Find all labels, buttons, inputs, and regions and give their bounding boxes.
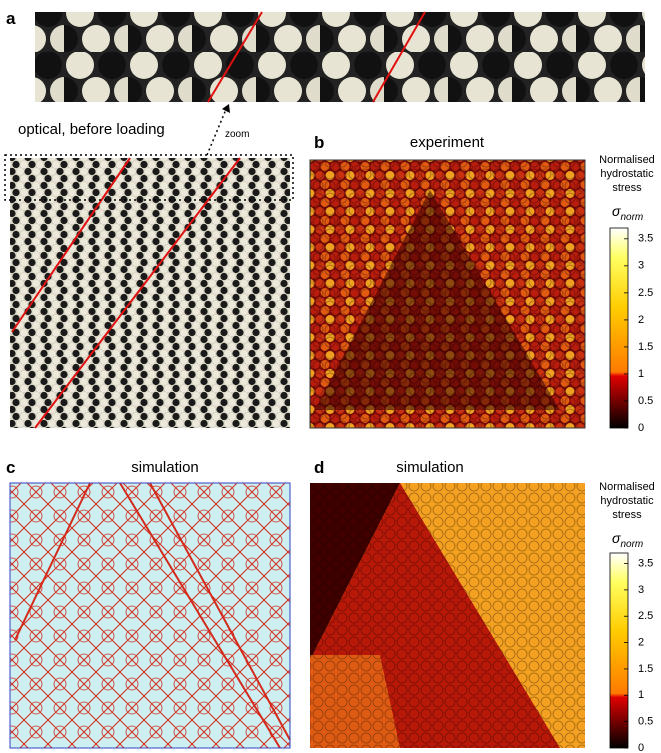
- tick-label: 3.5: [638, 233, 653, 245]
- tick-label: 2.5: [638, 287, 653, 299]
- zoom-arrow: [207, 107, 227, 155]
- colorbar-title: stress: [612, 182, 642, 194]
- tick-label: 0: [638, 422, 644, 434]
- simulation-map: [310, 483, 585, 748]
- tick-label: 3: [638, 584, 644, 596]
- colorbar-title: Normalised: [599, 481, 655, 493]
- panel-title: simulation: [131, 459, 199, 476]
- colorbar-bar: [610, 228, 628, 428]
- tick-label: 1: [638, 368, 644, 380]
- experiment-map: [310, 160, 585, 428]
- colorbar-title: hydrostatic: [600, 495, 654, 507]
- tick-label: 3: [638, 260, 644, 272]
- tick-label: 1.5: [638, 663, 653, 675]
- colorbar-symbol: σnorm: [612, 530, 643, 550]
- tick-label: 0.5: [638, 395, 653, 407]
- panel-title: simulation: [396, 459, 464, 476]
- colorbar-title: stress: [612, 509, 642, 521]
- panel-label: d: [314, 458, 324, 477]
- photo-full: [5, 155, 293, 428]
- colorbar-title: Normalised: [599, 154, 655, 166]
- arrow-head: [222, 104, 230, 113]
- colorbar: Normalised hydrostatic stress σnorm 0 0.5 1 1.5…: [599, 154, 655, 434]
- subscript: norm: [620, 212, 643, 223]
- colorbar-bar: [610, 553, 628, 748]
- tick-label: 2: [638, 637, 644, 649]
- photo-zoom: [35, 12, 645, 102]
- tick-label: 0: [638, 742, 644, 753]
- panel-label: a: [6, 9, 16, 28]
- tick-label: 1: [638, 689, 644, 701]
- colorbar: Normalised hydrostatic stress σnorm 0 0.5 1 1.5…: [599, 481, 655, 753]
- panel-label: c: [6, 458, 15, 477]
- caption: optical, before loading: [18, 121, 165, 138]
- tick-label: 3.5: [638, 557, 653, 569]
- tick-label: 2.5: [638, 610, 653, 622]
- tick-label: 2: [638, 314, 644, 326]
- tick-label: 1.5: [638, 341, 653, 353]
- colorbar-symbol: σnorm: [612, 203, 643, 223]
- tick-label: 0.5: [638, 716, 653, 728]
- zoom-label: zoom: [225, 129, 249, 140]
- simulation-network: [10, 483, 290, 748]
- panel-title: experiment: [410, 134, 485, 151]
- figure: a b c d experiment simulation simulation…: [0, 0, 661, 753]
- colorbar-title: hydrostatic: [600, 168, 654, 180]
- panel-label: b: [314, 133, 324, 152]
- subscript: norm: [620, 539, 643, 550]
